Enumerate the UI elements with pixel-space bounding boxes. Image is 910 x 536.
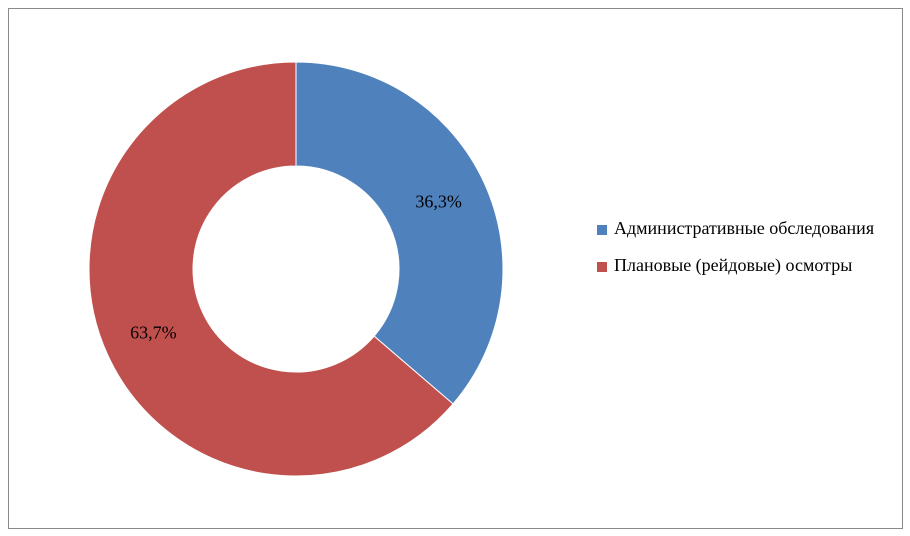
legend-label: Административные обследования <box>614 218 874 238</box>
data-label: 63,7% <box>130 323 177 343</box>
data-label: 36,3% <box>415 192 462 212</box>
legend-swatch <box>597 225 607 235</box>
legend-label: Плановые (рейдовые) осмотры <box>614 255 852 276</box>
donut-slice <box>295 61 504 405</box>
donut-slice <box>88 61 454 477</box>
legend-swatch <box>597 262 607 272</box>
